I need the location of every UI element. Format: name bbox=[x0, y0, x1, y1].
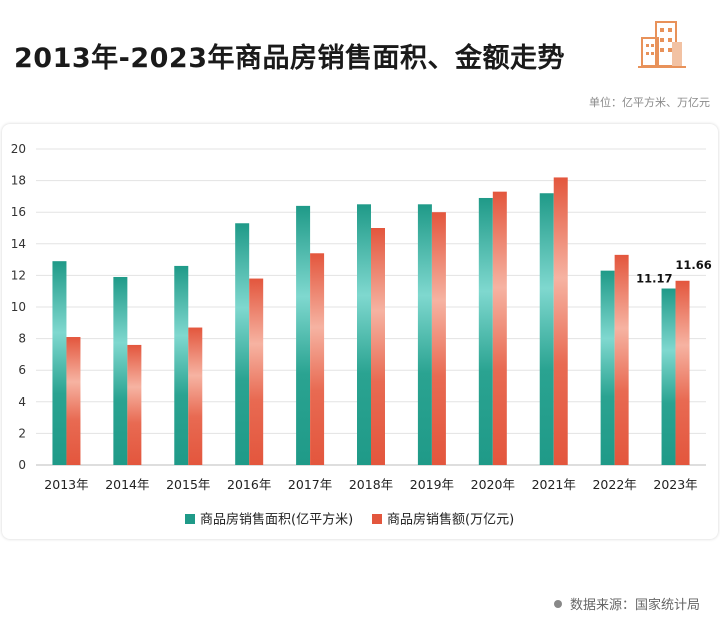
bar-sales-area bbox=[174, 265, 189, 465]
bar-sales-amount bbox=[127, 344, 142, 465]
dot-icon bbox=[553, 600, 562, 608]
bar-sales-area bbox=[357, 204, 371, 466]
y-tick-label: 8 bbox=[18, 332, 26, 346]
bar-sales-amount bbox=[249, 278, 264, 465]
data-label-amount: 11.66 bbox=[675, 258, 711, 272]
bar-sales-area bbox=[600, 270, 615, 465]
bar-sales-area bbox=[113, 276, 128, 465]
building-icon bbox=[638, 21, 686, 68]
x-tick-label: 2014年 bbox=[105, 477, 149, 492]
bar-sales-amount bbox=[371, 228, 385, 465]
x-tick-label: 2013年 bbox=[44, 477, 88, 492]
bar-sales-amount bbox=[431, 212, 446, 465]
legend-swatch bbox=[372, 514, 382, 524]
chart-title: 2013年-2023年商品房销售面积、金额走势 bbox=[14, 43, 565, 74]
x-tick-label: 2016年 bbox=[227, 477, 271, 492]
bar-sales-area bbox=[661, 288, 676, 465]
x-tick-label: 2021年 bbox=[532, 477, 576, 492]
y-tick-label: 10 bbox=[11, 300, 26, 314]
bar-sales-amount bbox=[188, 327, 203, 465]
x-tick-label: 2018年 bbox=[349, 477, 393, 492]
y-tick-label: 2 bbox=[18, 426, 26, 440]
x-axis: 2013年 2014年 2015年 2016年 2017年 2018年 2019年 2020年… bbox=[44, 477, 697, 492]
bar-sales-area bbox=[478, 197, 493, 465]
y-tick-label: 12 bbox=[11, 268, 26, 282]
legend: 商品房销售面积(亿平方米) 商品房销售额(万亿元) bbox=[185, 512, 514, 528]
x-tick-label: 2019年 bbox=[410, 477, 454, 492]
y-tick-label: 16 bbox=[11, 205, 26, 219]
bar-sales-amount bbox=[553, 177, 568, 465]
bar-sales-area bbox=[539, 193, 554, 465]
y-tick-label: 18 bbox=[11, 174, 26, 188]
legend-swatch bbox=[185, 514, 195, 524]
legend-label: 商品房销售额(万亿元) bbox=[387, 512, 514, 528]
bars bbox=[52, 177, 690, 466]
y-tick-label: 4 bbox=[18, 395, 26, 409]
bar-sales-area bbox=[296, 205, 311, 465]
bar-sales-amount bbox=[492, 191, 507, 465]
bar-sales-amount bbox=[310, 253, 325, 465]
bar-sales-area bbox=[235, 223, 250, 465]
y-axis: 0 2 4 6 8 10 12 14 16 18 20 bbox=[11, 142, 26, 472]
bar-sales-amount bbox=[675, 280, 690, 465]
y-tick-label: 20 bbox=[11, 142, 26, 156]
y-tick-label: 6 bbox=[18, 363, 26, 377]
y-tick-label: 14 bbox=[11, 237, 26, 251]
legend-label: 商品房销售面积(亿平方米) bbox=[200, 512, 353, 528]
source-text: 数据来源：国家统计局 bbox=[569, 598, 700, 613]
data-label-area: 11.17 bbox=[636, 272, 672, 286]
y-tick-label: 0 bbox=[18, 458, 26, 472]
bar-sales-area bbox=[52, 261, 67, 465]
bar-sales-area bbox=[417, 204, 432, 466]
x-tick-label: 2020年 bbox=[471, 477, 515, 492]
chart-card: 0 2 4 6 8 10 12 14 16 18 20 2013年 2014年 2015年 2016年 20… bbox=[2, 124, 718, 539]
bar-sales-amount bbox=[66, 337, 81, 465]
bar-sales-amount bbox=[614, 254, 629, 465]
x-tick-label: 2022年 bbox=[592, 477, 636, 492]
x-tick-label: 2017年 bbox=[288, 477, 332, 492]
x-tick-label: 2015年 bbox=[166, 477, 210, 492]
source-note: 数据来源：国家统计局 bbox=[553, 594, 700, 613]
x-tick-label: 2023年 bbox=[653, 477, 697, 492]
unit-note: 单位：亿平方米、万亿元 bbox=[589, 96, 710, 109]
